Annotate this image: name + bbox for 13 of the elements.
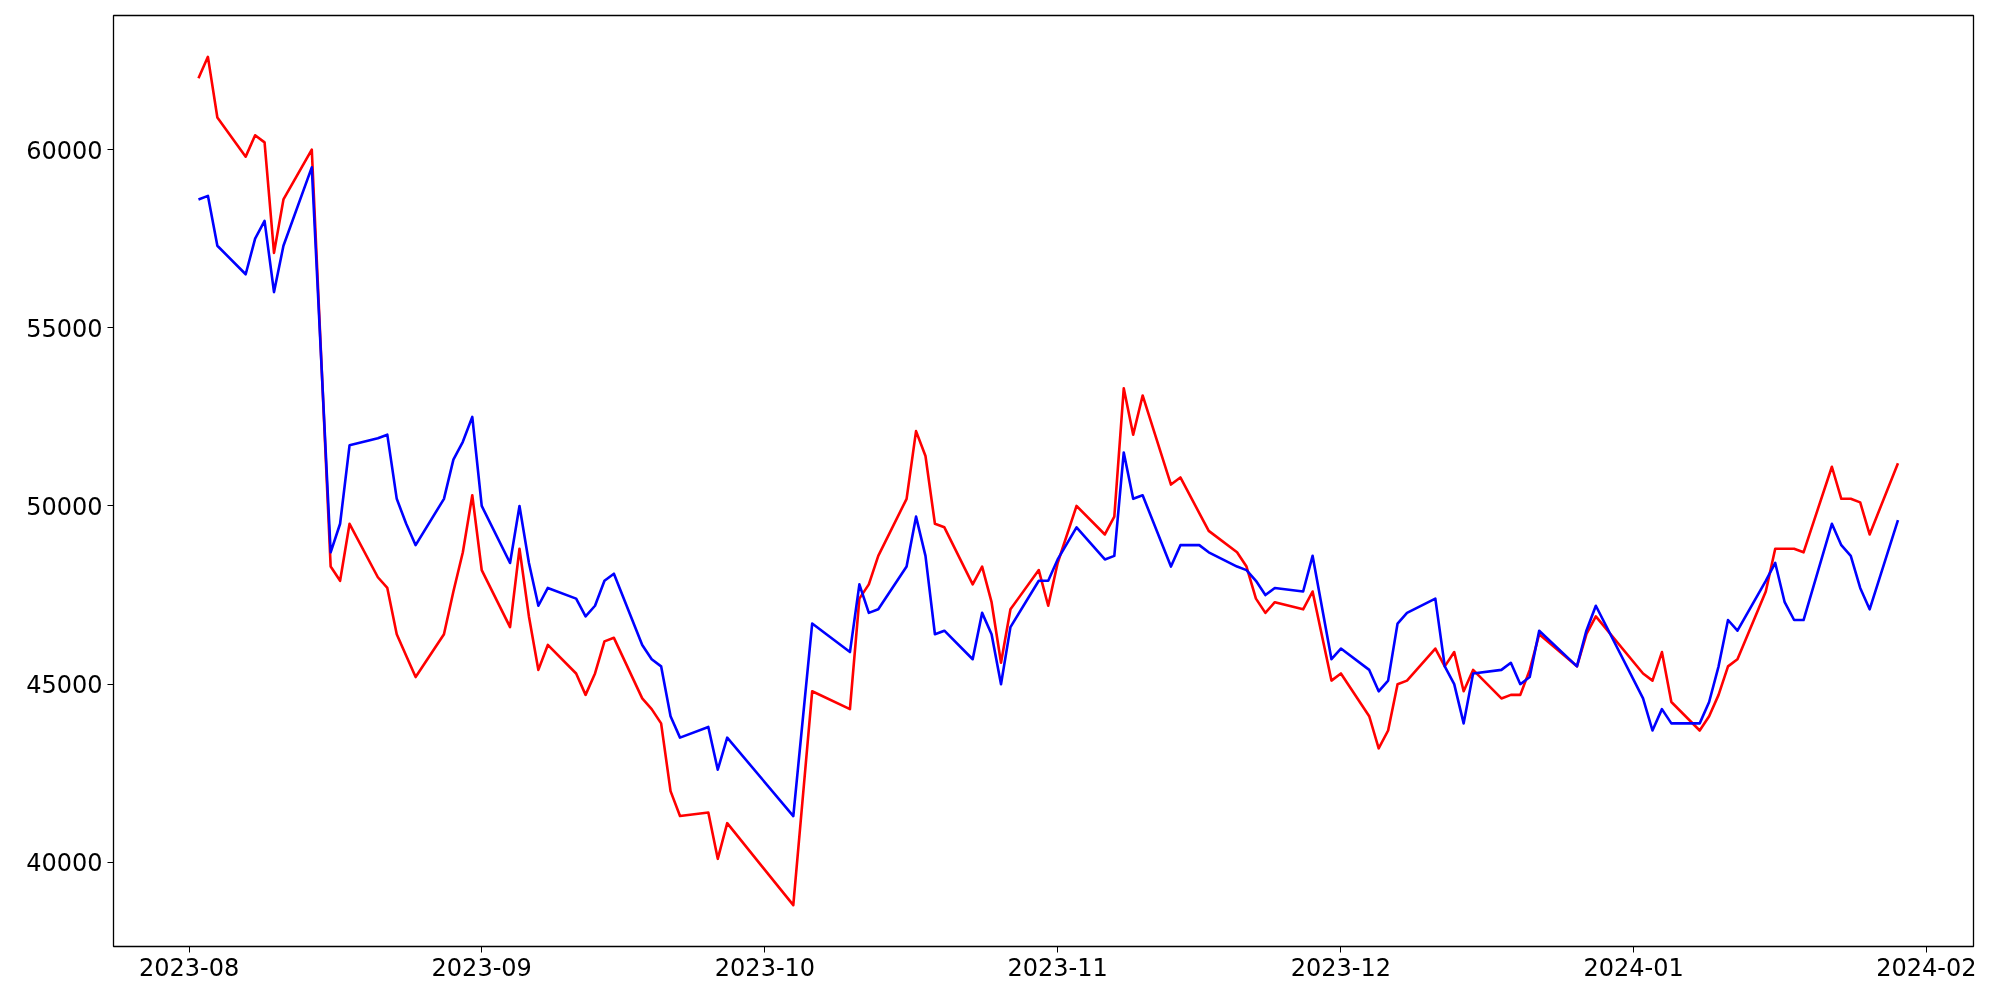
x-tick-label: 2023-08 xyxy=(138,953,240,982)
x-tick-label: 2023-11 xyxy=(1007,953,1108,982)
x-tick-label: 2023-12 xyxy=(1290,953,1392,982)
x-tick-label: 2023-09 xyxy=(431,953,532,982)
x-tick-label: 2024-01 xyxy=(1583,953,1684,982)
line-series xyxy=(197,166,1900,818)
y-tick-label: 60000 xyxy=(26,136,103,165)
y-tick-label: 55000 xyxy=(26,314,103,343)
y-tick-label: 45000 xyxy=(26,671,103,700)
y-tick-label: 50000 xyxy=(26,492,103,521)
y-tick-label: 40000 xyxy=(26,849,103,878)
x-tick-label: 2024-02 xyxy=(1876,953,1977,982)
x-tick-label: 2023-10 xyxy=(714,953,816,982)
